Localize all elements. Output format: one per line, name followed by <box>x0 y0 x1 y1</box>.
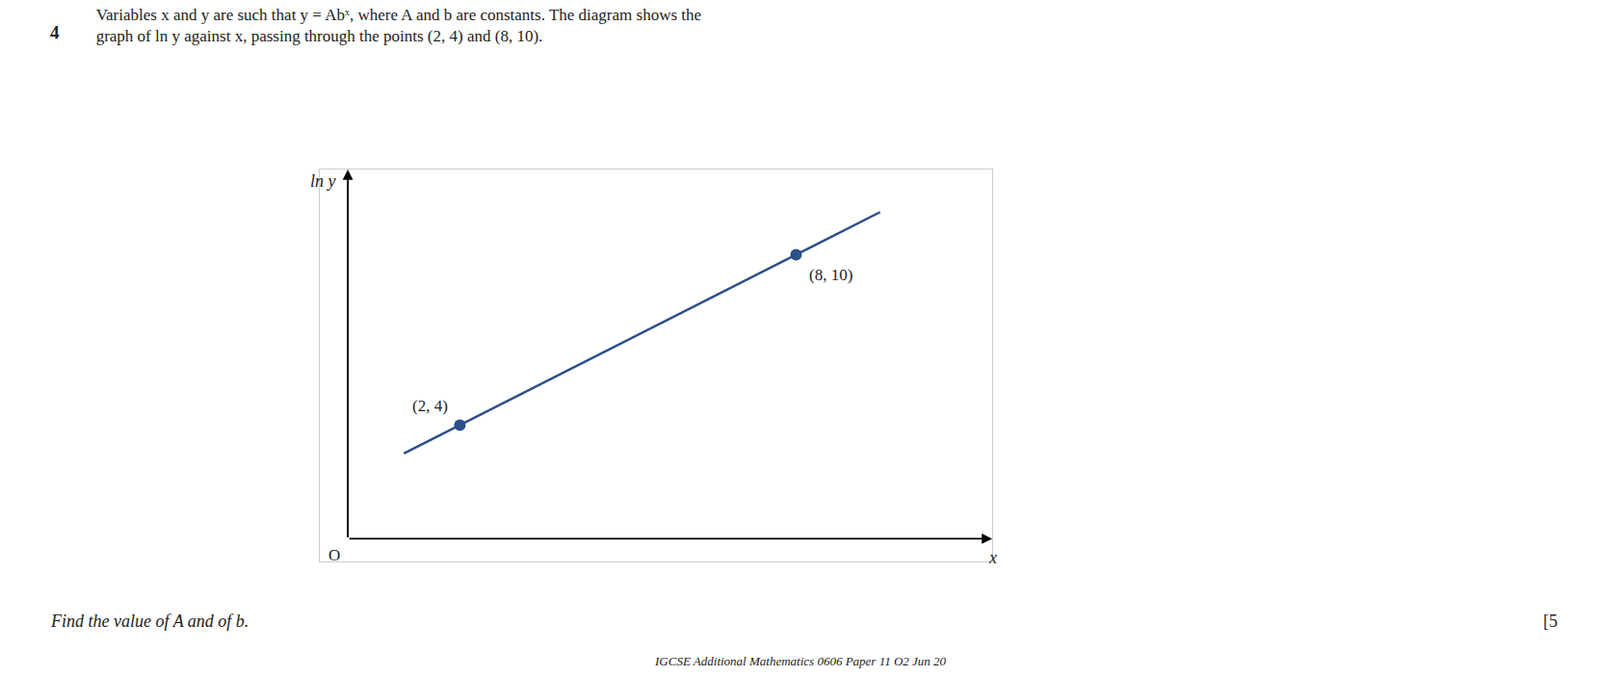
svg-text:(8, 10): (8, 10) <box>809 265 853 285</box>
svg-text:Variables x and y are such tha: Variables x and y are such that y = Abˣ,… <box>96 5 702 46</box>
svg-text:[5: [5 <box>1543 611 1558 631</box>
svg-text:4: 4 <box>50 22 60 43</box>
svg-text:ln y: ln y <box>310 171 337 191</box>
svg-text:IGCSE Additional Mathematics 0: IGCSE Additional Mathematics 0606 Paper … <box>654 654 947 669</box>
svg-text:O: O <box>328 546 341 565</box>
svg-text:(2, 4): (2, 4) <box>412 396 448 416</box>
svg-text:x: x <box>988 548 997 568</box>
svg-text:Find the value of A and of b.: Find the value of A and of b. <box>50 611 249 631</box>
